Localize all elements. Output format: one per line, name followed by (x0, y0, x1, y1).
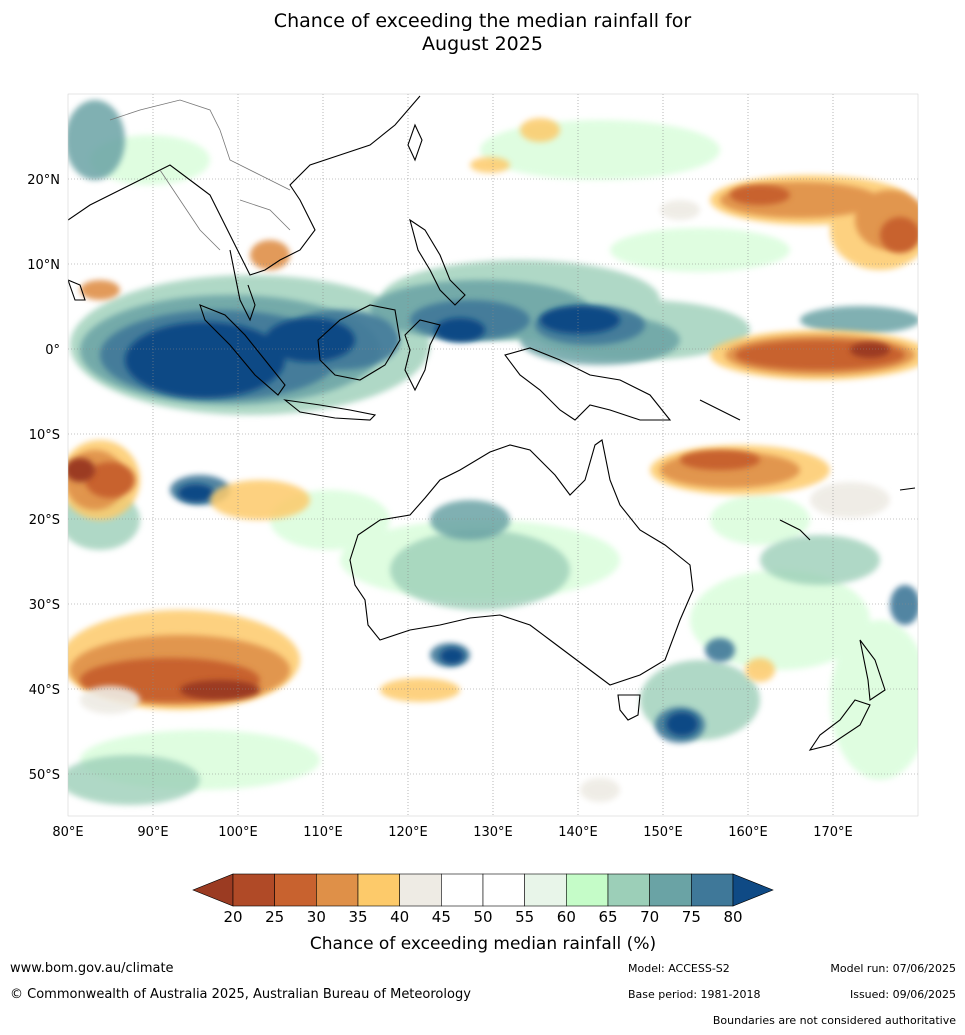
colorbar-segment (399, 873, 442, 907)
boundaries-note: Boundaries are not considered authoritat… (712, 1014, 956, 1027)
map-frame (67, 93, 919, 817)
map-title: Chance of exceeding the median rainfall … (0, 10, 965, 56)
colorbar-tick-label: 75 (682, 908, 701, 926)
title-line-1: Chance of exceeding the median rainfall … (273, 10, 692, 32)
colorbar-tick-label: 80 (723, 908, 742, 926)
lat-label: 10°N (27, 258, 60, 273)
lat-label: 0° (45, 343, 60, 358)
lon-label: 150°E (643, 825, 683, 840)
lon-labels: 80°E 90°E 100°E 110°E 120°E 130°E 140°E … (52, 825, 852, 840)
lon-label: 80°E (52, 825, 83, 840)
lat-label: 10°S (29, 428, 60, 443)
lat-labels: 20°N 10°N 0° 10°S 20°S 30°S 40°S 50°S (27, 173, 60, 783)
colorbar-ticks: 20 25 30 35 40 45 50 55 60 65 70 75 80 (223, 908, 742, 926)
colorbar-segment (691, 873, 734, 907)
coastlines (68, 95, 916, 751)
colorbar-tick-label: 50 (473, 908, 492, 926)
colorbar-segment (524, 873, 567, 907)
lon-label: 130°E (473, 825, 513, 840)
country-borders (109, 99, 291, 251)
colorbar-tick-label: 45 (432, 908, 451, 926)
colorbar-title: Chance of exceeding median rainfall (%) (310, 934, 656, 954)
colorbar-tick-label: 30 (307, 908, 326, 926)
colorbar-segment (357, 873, 400, 907)
lat-label: 30°S (29, 598, 60, 613)
colorbar-segment (566, 873, 609, 907)
base-period-text: Base period: 1981-2018 (628, 988, 761, 1001)
colorbar-tick-label: 20 (223, 908, 242, 926)
graticule (68, 94, 918, 816)
lon-label: 110°E (303, 825, 343, 840)
lat-label: 20°S (29, 513, 60, 528)
title-line-2: August 2025 (422, 33, 543, 55)
colorbar-segment (441, 873, 484, 907)
colorbar-segment (649, 873, 692, 907)
colorbar-tick-label: 25 (265, 908, 284, 926)
colorbar-tick-label: 70 (640, 908, 659, 926)
website-link[interactable]: www.bom.gov.au/climate (10, 961, 174, 976)
colorbar (192, 873, 774, 907)
colorbar-segment (607, 873, 650, 907)
colorbar-tick-label: 65 (598, 908, 617, 926)
lon-label: 100°E (218, 825, 258, 840)
colorbar-tick-label: 40 (390, 908, 409, 926)
colorbar-tick-label: 35 (348, 908, 367, 926)
rainfall-field (68, 94, 918, 816)
lat-label: 40°S (29, 683, 60, 698)
lon-label: 90°E (137, 825, 168, 840)
colorbar-extend-high (732, 873, 774, 907)
issued-text: Issued: 09/06/2025 (849, 988, 956, 1001)
lon-label: 120°E (388, 825, 428, 840)
colorbar-segment (482, 873, 525, 907)
colorbar-tick-label: 60 (557, 908, 576, 926)
lon-label: 140°E (558, 825, 598, 840)
colorbar-segment (232, 873, 275, 907)
lat-label: 50°S (29, 768, 60, 783)
colorbar-segment (274, 873, 317, 907)
colorbar-extend-low (192, 873, 234, 907)
model-run-text: Model run: 07/06/2025 (830, 962, 956, 975)
colorbar-tick-label: 55 (515, 908, 534, 926)
colorbar-segment (316, 873, 359, 907)
model-text: Model: ACCESS-S2 (628, 962, 730, 975)
lon-label: 170°E (813, 825, 853, 840)
lat-label: 20°N (27, 173, 60, 188)
lon-label: 160°E (728, 825, 768, 840)
copyright-text: © Commonwealth of Australia 2025, Austra… (10, 987, 471, 1002)
